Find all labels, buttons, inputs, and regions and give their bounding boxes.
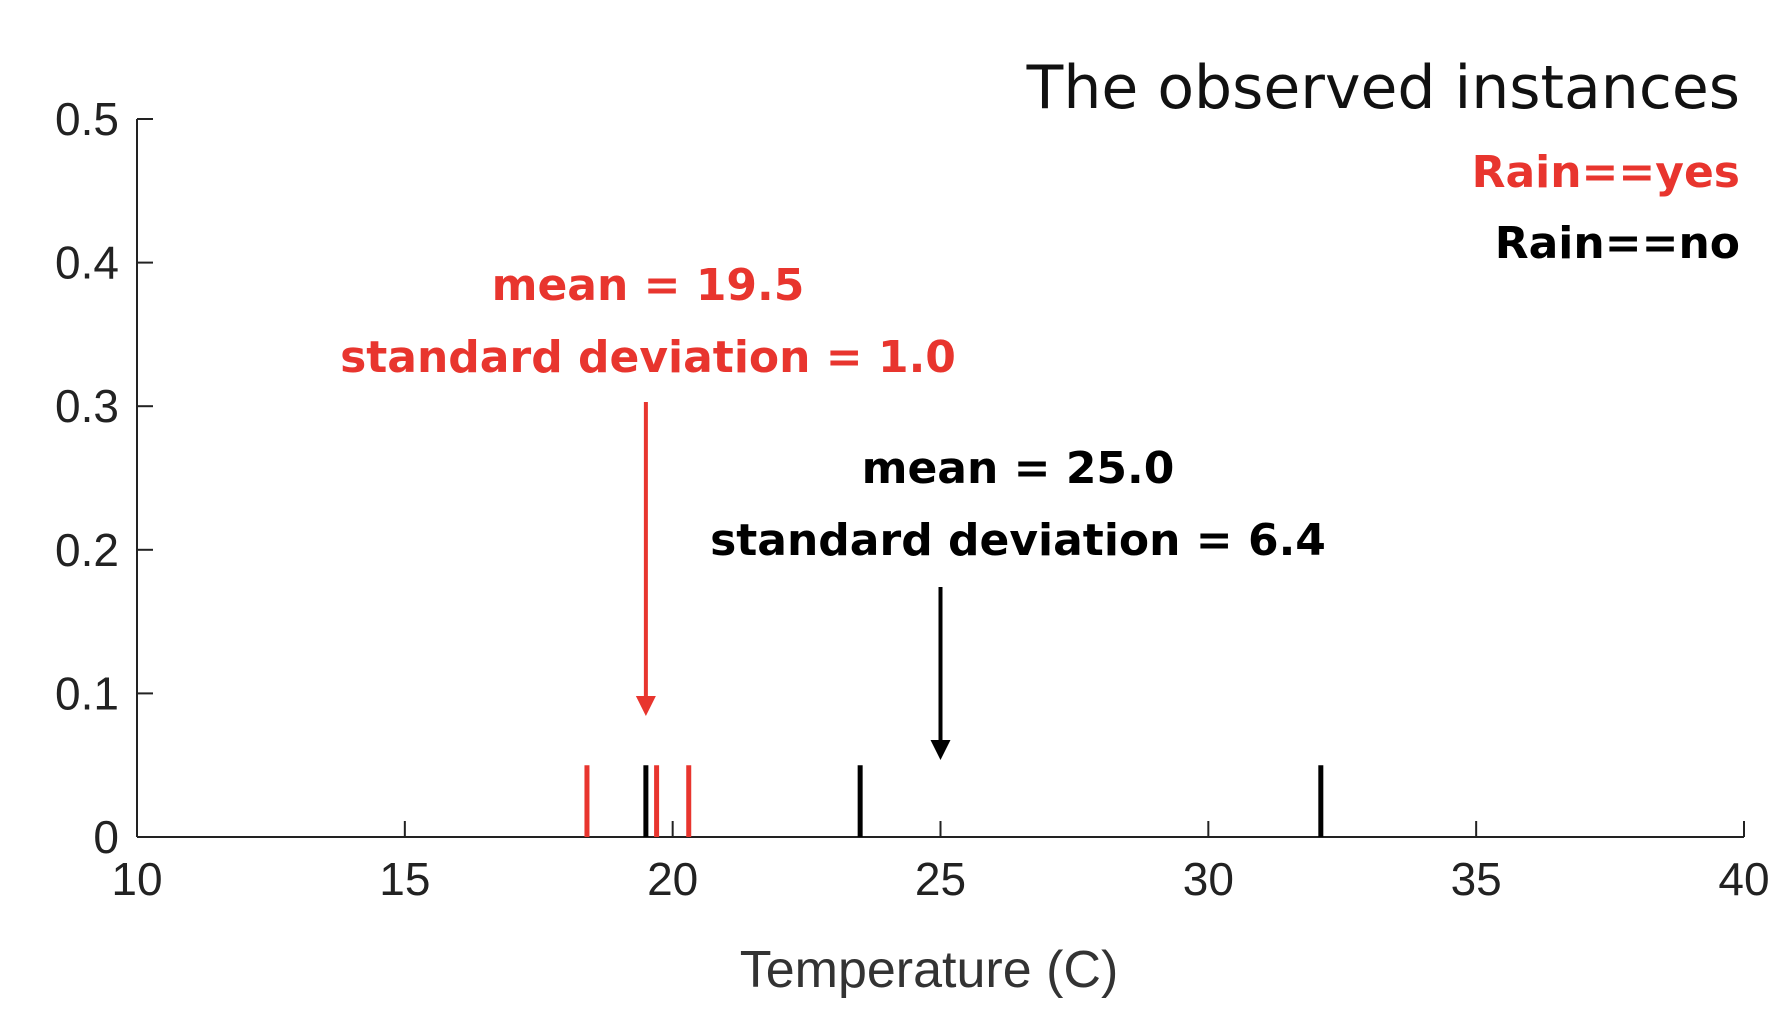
- arrow-rain-yes-head: [635, 696, 656, 716]
- legend-entry-rain-no: Rain==no: [1495, 218, 1740, 269]
- axes: 10 15 20 25 30 35 40 0 0.1 0.2 0.3 0.4 0.5: [55, 93, 1770, 905]
- x-tick-label: 40: [1718, 853, 1769, 905]
- data-marks: [584, 765, 1324, 837]
- annotation-mean-rain-no: mean = 25.0: [862, 443, 1175, 494]
- legend-entry-rain-yes: Rain==yes: [1472, 147, 1740, 198]
- x-axis-title: Temperature (C): [740, 941, 1119, 999]
- x-tick-label: 10: [111, 853, 162, 905]
- annotation-sd-rain-yes: standard deviation = 1.0: [340, 332, 956, 383]
- x-tick-label: 35: [1451, 853, 1502, 905]
- y-tick-label: 0: [93, 811, 119, 863]
- y-tick-label: 0.1: [55, 667, 119, 719]
- x-tick-label: 25: [915, 853, 966, 905]
- x-tick-label: 20: [647, 853, 698, 905]
- x-tick-label: 15: [379, 853, 430, 905]
- annotation-mean-rain-yes: mean = 19.5: [492, 260, 805, 311]
- y-tick-label: 0.2: [55, 524, 119, 576]
- y-tick-label: 0.5: [55, 93, 119, 145]
- annotations: mean = 19.5 standard deviation = 1.0 mean …: [340, 260, 1326, 760]
- arrow-rain-no-head: [930, 740, 951, 760]
- y-tick-label: 0.4: [55, 237, 119, 289]
- annotation-sd-rain-no: standard deviation = 6.4: [710, 515, 1326, 566]
- y-tick-label: 0.3: [55, 380, 119, 432]
- chart-title: The observed instances: [1026, 53, 1740, 123]
- x-tick-label: 30: [1183, 853, 1234, 905]
